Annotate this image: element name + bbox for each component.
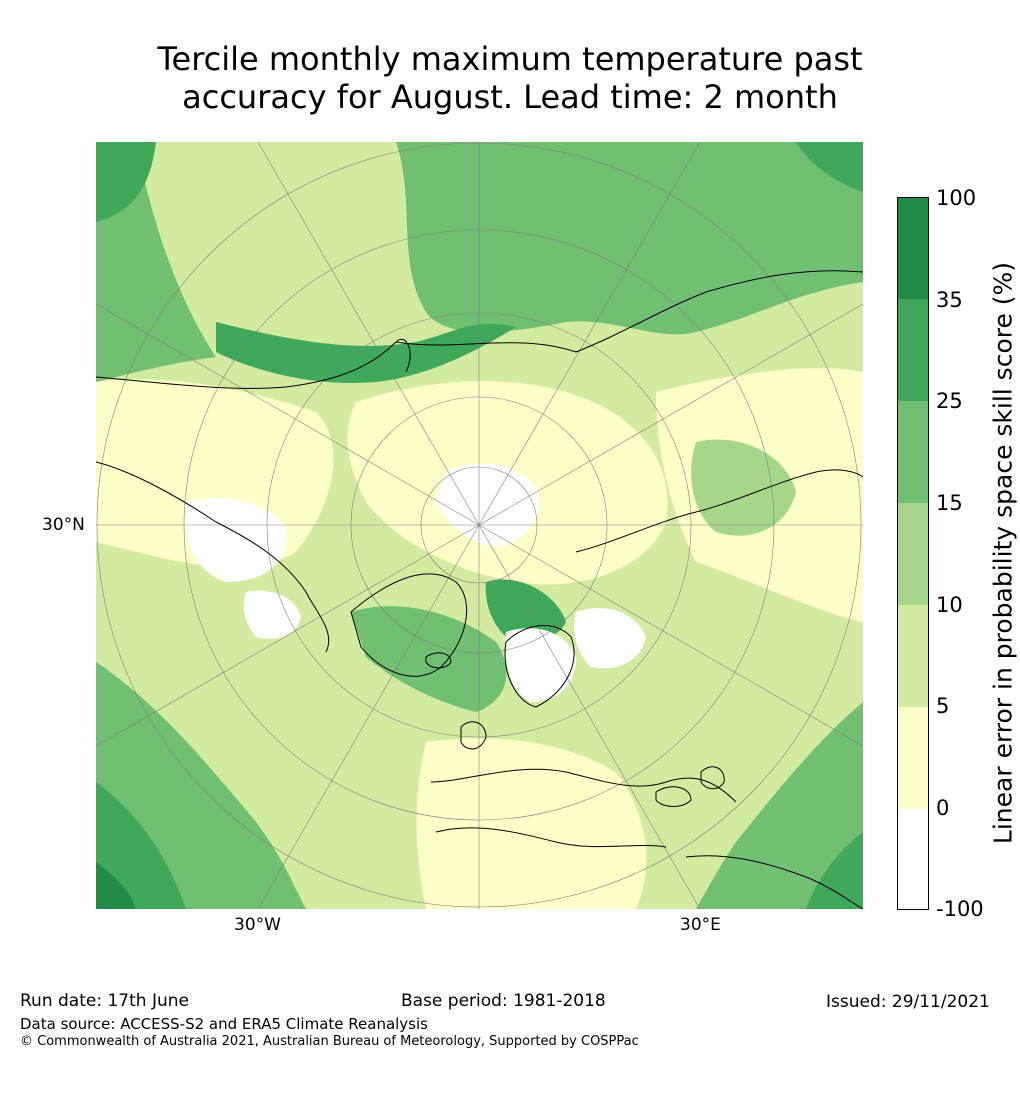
colorbar-tick-neg100: -100 bbox=[936, 897, 984, 921]
map-title: Tercile monthly maximum temperature past… bbox=[0, 40, 1020, 116]
colorbar-bin-neg100-0 bbox=[897, 809, 929, 910]
region-ne-corner bbox=[796, 142, 863, 192]
coast-canada-arctic bbox=[96, 461, 330, 653]
colorbar-bin-25-35 bbox=[897, 299, 929, 401]
region-hudson-noskill bbox=[243, 590, 301, 639]
region-europe-low bbox=[416, 738, 647, 909]
lon-label-30e: 30°E bbox=[680, 915, 721, 935]
region-north-atlantic-band bbox=[216, 322, 516, 383]
colorbar bbox=[897, 197, 929, 910]
region-sw-corner bbox=[96, 862, 136, 909]
region-pole-noskill bbox=[436, 463, 539, 547]
coast-alaska-east-asia bbox=[395, 270, 863, 353]
colorbar-tick-15: 15 bbox=[936, 491, 963, 515]
region-southeast-deep bbox=[806, 832, 863, 909]
region-siberia-mid bbox=[691, 439, 796, 536]
region-scandinavia-noskill bbox=[504, 628, 576, 702]
meridian-60w bbox=[96, 524, 480, 747]
region-canada-noskill bbox=[185, 498, 287, 582]
region-west-siberia-noskill bbox=[574, 608, 646, 669]
colorbar-tick-5: 5 bbox=[936, 694, 950, 718]
coast-greenland bbox=[350, 573, 468, 677]
meridian-150w bbox=[257, 142, 480, 526]
coast-siberia bbox=[575, 469, 863, 553]
region-nw-corner bbox=[96, 142, 156, 222]
meridian-120e bbox=[478, 303, 863, 526]
copyright: © Commonwealth of Australia 2021, Austra… bbox=[20, 1034, 639, 1049]
map-area bbox=[96, 142, 863, 909]
meridian-30w bbox=[257, 524, 480, 909]
meridian-120w bbox=[96, 303, 480, 526]
graticule bbox=[96, 142, 863, 909]
issued-date: Issued: 29/11/2021 bbox=[826, 992, 990, 1012]
colorbar-bin-10-15 bbox=[897, 503, 929, 605]
polar-map bbox=[96, 142, 863, 909]
colorbar-tick-35: 35 bbox=[936, 288, 963, 312]
region-greenland-sea bbox=[351, 606, 507, 712]
data-source: Data source: ACCESS-S2 and ERA5 Climate … bbox=[20, 1015, 428, 1033]
coast-british-isles bbox=[460, 721, 487, 750]
region-southeast bbox=[696, 702, 863, 909]
title-line-2: accuracy for August. Lead time: 2 month bbox=[182, 78, 838, 116]
region-southwest-deep bbox=[96, 782, 186, 909]
colorbar-tick-10: 10 bbox=[936, 593, 963, 617]
colorbar-bin-35-100 bbox=[897, 197, 929, 299]
meridian-30e bbox=[478, 524, 701, 909]
coast-caspian bbox=[700, 766, 725, 790]
region-atlantic-high bbox=[96, 142, 863, 335]
coast-mediterranean bbox=[435, 827, 667, 848]
coast-scandinavia bbox=[504, 625, 575, 708]
colorbar-tick-100: 100 bbox=[936, 186, 977, 210]
colorbar-tick-0: 0 bbox=[936, 796, 950, 820]
region-norwegian-sea bbox=[485, 579, 566, 642]
base-period: Base period: 1981-2018 bbox=[401, 991, 606, 1011]
run-date: Run date: 17th June bbox=[20, 991, 189, 1011]
title-line-1: Tercile monthly maximum temperature past bbox=[157, 40, 863, 78]
colorbar-outline bbox=[897, 197, 929, 910]
colorbar-bin-0-5 bbox=[897, 707, 929, 809]
coast-north-america bbox=[96, 339, 411, 389]
coast-iceland bbox=[425, 652, 452, 669]
lon-label-30w: 30°W bbox=[234, 915, 281, 935]
colorbar-bin-15-25 bbox=[897, 401, 929, 503]
meridian-60e bbox=[478, 524, 863, 747]
lat-label-30n: 30°N bbox=[42, 515, 85, 535]
meridian-150e bbox=[478, 142, 701, 526]
colorbar-swatches bbox=[897, 197, 929, 910]
coast-black-sea bbox=[655, 786, 692, 807]
colorbar-title: Linear error in probability space skill … bbox=[988, 261, 1018, 845]
colorbar-bin-5-10 bbox=[897, 605, 929, 707]
colorbar-tick-25: 25 bbox=[936, 389, 963, 413]
coast-asia-south bbox=[685, 855, 863, 909]
coastlines bbox=[96, 270, 863, 909]
